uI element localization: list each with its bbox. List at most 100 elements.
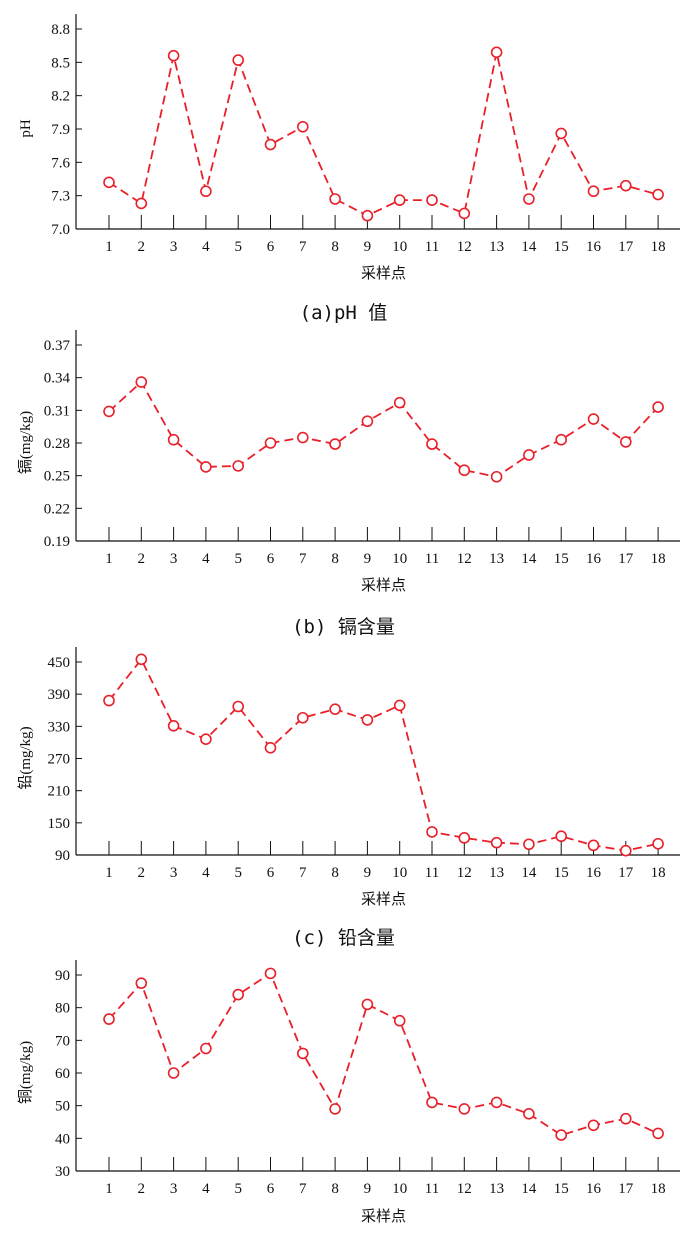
x-axis-title: 采样点 xyxy=(361,1207,406,1225)
data-point xyxy=(523,1108,535,1120)
y-tick-label: 7.3 xyxy=(51,189,70,205)
x-tick-label: 18 xyxy=(651,551,666,567)
chart-caption-ph: (a)pH 值 xyxy=(299,302,388,324)
data-point xyxy=(458,1103,471,1115)
y-tick-label: 60 xyxy=(55,1066,70,1082)
data-point xyxy=(329,438,341,450)
x-tick-label: 13 xyxy=(489,551,504,567)
data-point xyxy=(167,1067,180,1079)
data-point xyxy=(296,1047,309,1060)
data-point xyxy=(329,1103,341,1115)
data-point xyxy=(135,653,148,666)
data-point xyxy=(490,470,503,483)
x-tick-label: 15 xyxy=(554,1181,569,1197)
data-point xyxy=(296,431,309,444)
data-point xyxy=(103,176,115,189)
x-tick-label: 10 xyxy=(392,865,407,881)
chart-panel-lead: 90 150 210 270 330 390 450 1 2 3 4 5 6 7 8 9 10 11 12 13 14 1… xyxy=(0,640,687,960)
data-point xyxy=(361,415,374,428)
x-tick-label: 1 xyxy=(105,551,113,567)
y-tick-label: 8.8 xyxy=(51,22,70,38)
data-point xyxy=(619,844,632,857)
data-point xyxy=(103,1013,115,1025)
series-line xyxy=(108,380,659,478)
data-point xyxy=(652,1127,664,1140)
chart-caption-lead: (c) 铅含量 xyxy=(292,927,395,949)
x-tick-label: 9 xyxy=(364,551,372,567)
x-tick-label: 8 xyxy=(331,551,339,567)
x-tick-label: 4 xyxy=(202,239,210,255)
data-point xyxy=(652,837,664,850)
x-tick-label: 2 xyxy=(138,239,146,255)
data-point xyxy=(264,437,277,449)
data-point xyxy=(393,1014,406,1027)
x-tick-label: 11 xyxy=(425,1181,439,1197)
x-tick-label: 7 xyxy=(299,865,307,881)
data-point xyxy=(652,188,664,201)
data-point xyxy=(555,433,568,446)
data-point xyxy=(264,138,277,151)
data-point xyxy=(393,194,406,206)
data-point xyxy=(329,703,341,715)
x-tick-label: 3 xyxy=(170,865,178,881)
x-tick-label: 16 xyxy=(586,1181,602,1197)
data-point xyxy=(523,193,535,205)
data-point xyxy=(200,461,212,473)
x-tick-label: 17 xyxy=(618,239,634,255)
data-point xyxy=(490,46,503,59)
data-point xyxy=(426,438,438,450)
y-tick-label: 50 xyxy=(55,1099,70,1115)
x-tick-label: 10 xyxy=(392,239,407,255)
data-point xyxy=(490,1096,503,1109)
x-tick-label: 18 xyxy=(651,1181,666,1197)
x-tick-label: 11 xyxy=(425,865,439,881)
x-tick-label: 15 xyxy=(554,551,569,567)
data-point xyxy=(167,49,180,62)
data-point xyxy=(426,194,438,206)
chart-panel-copper: 30 40 50 60 70 80 90 1 2 3 4 5 6 7 8 9 10 11 12 13 14 15 16 17 1… xyxy=(0,960,687,1239)
y-tick-label: 70 xyxy=(55,1033,70,1049)
y-tick-label: 0.37 xyxy=(44,338,71,354)
x-tick-label: 16 xyxy=(586,551,602,567)
data-point xyxy=(264,741,277,754)
y-tick-label: 150 xyxy=(48,816,71,832)
x-tick-label: 7 xyxy=(299,551,307,567)
series-line xyxy=(108,972,659,1137)
y-tick-label: 40 xyxy=(55,1131,70,1147)
data-point xyxy=(555,830,568,843)
x-tick-label: 9 xyxy=(364,865,372,881)
chart-cadmium: 0.190.220.250.280.310.340.371 2 3 4 5 6 7 8 9 10 1… xyxy=(17,330,680,594)
x-tick-label: 14 xyxy=(521,1181,537,1197)
y-tick-label: 30 xyxy=(55,1164,70,1180)
x-tick-label: 15 xyxy=(554,865,569,881)
x-tick-label: 8 xyxy=(331,239,339,255)
data-point xyxy=(296,120,309,133)
y-axis-title: 铅(mg/kg) xyxy=(17,726,34,789)
x-tick-label: 10 xyxy=(392,1181,407,1197)
x-tick-label: 7 xyxy=(299,1181,307,1197)
x-tick-label: 5 xyxy=(234,865,242,881)
x-tick-label: 5 xyxy=(234,239,242,255)
y-tick-label: 210 xyxy=(48,784,71,800)
data-point xyxy=(103,405,115,418)
x-tick-label: 15 xyxy=(554,239,569,255)
x-tick-label: 13 xyxy=(489,865,504,881)
x-axis-title: 采样点 xyxy=(361,264,406,282)
x-tick-label: 14 xyxy=(521,865,537,881)
y-axis-title: pH xyxy=(18,119,34,138)
data-point xyxy=(587,185,600,198)
x-tick-label: 16 xyxy=(586,239,602,255)
x-tick-label: 6 xyxy=(267,865,275,881)
data-point xyxy=(135,197,148,210)
y-tick-label: 270 xyxy=(48,752,71,768)
x-tick-label: 13 xyxy=(489,1181,504,1197)
x-tick-label: 16 xyxy=(586,865,602,881)
y-tick-label: 390 xyxy=(48,687,71,703)
x-tick-label: 4 xyxy=(202,1181,210,1197)
y-tick-label: 90 xyxy=(55,968,70,984)
data-point xyxy=(458,207,471,220)
x-tick-label: 3 xyxy=(170,239,178,255)
y-tick-label: 330 xyxy=(48,719,71,735)
data-point xyxy=(587,413,600,425)
